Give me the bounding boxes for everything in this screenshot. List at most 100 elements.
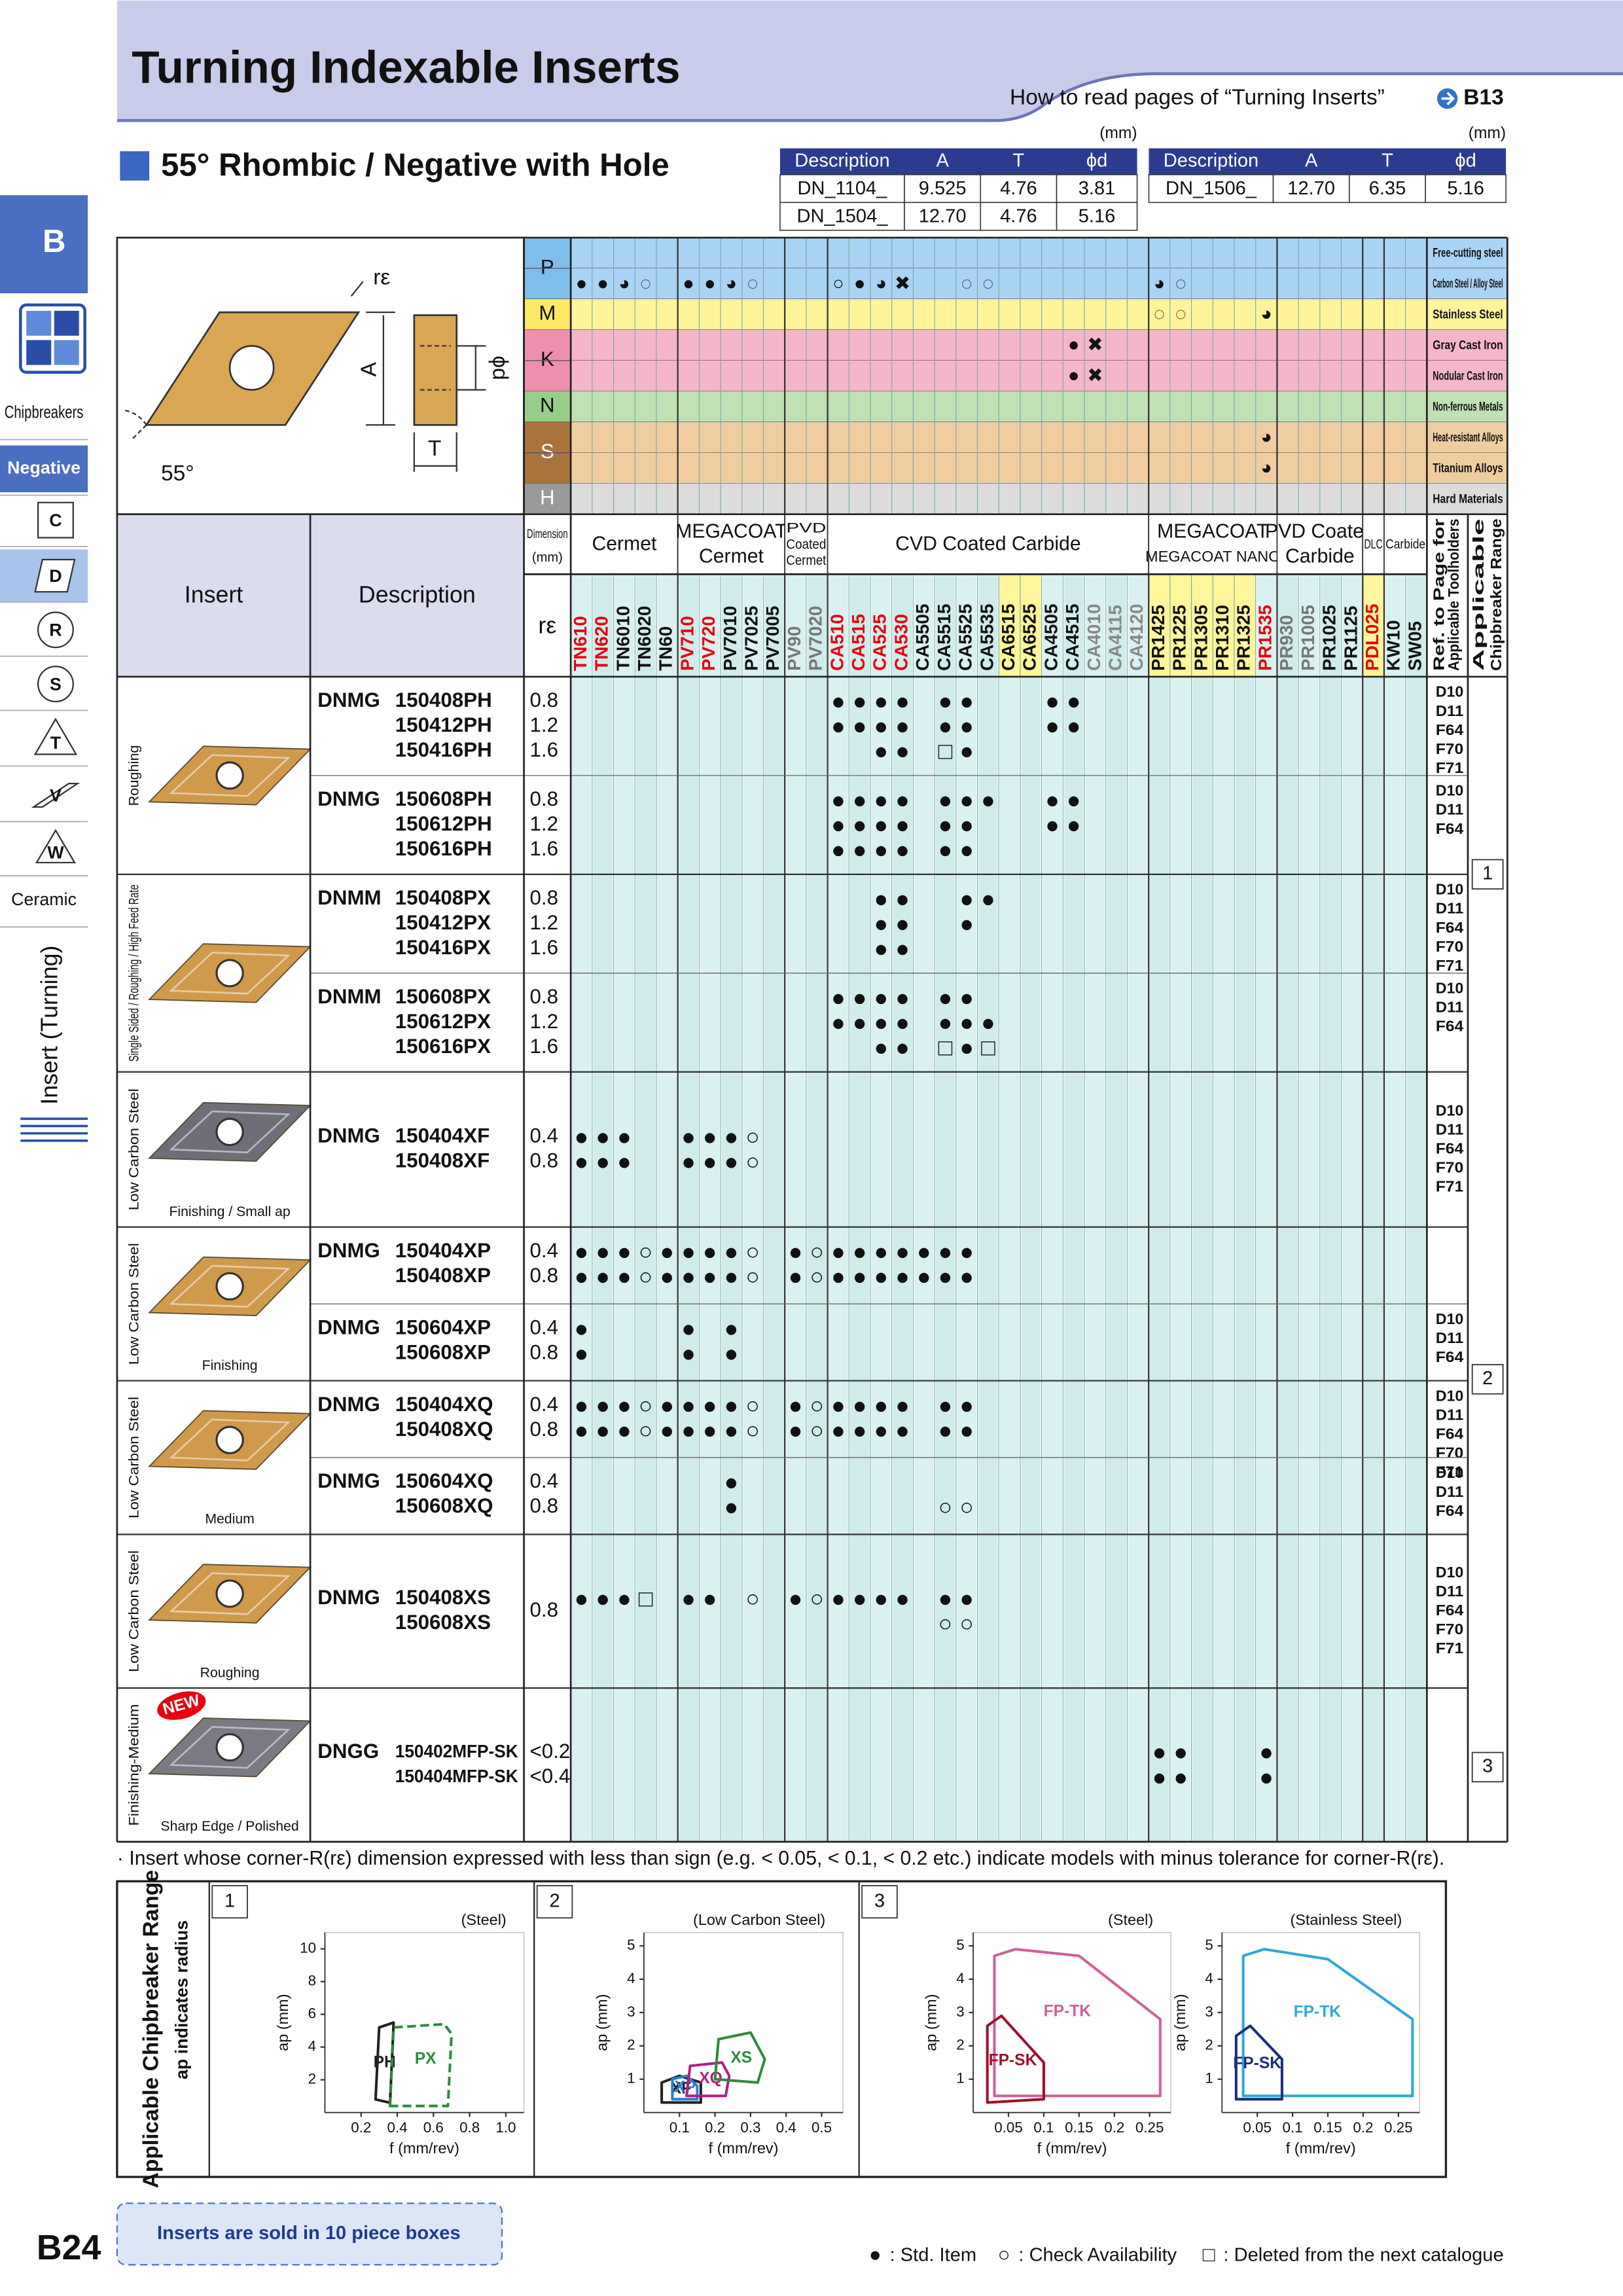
insert-face [169,754,291,797]
availability-mark: ● [1045,787,1060,814]
x-axis-label: f (mm/rev) [389,2140,459,2157]
diagram-label: 55° [161,461,194,486]
grade-column [914,514,934,1842]
header-label: rε [538,612,556,638]
availability-mark: ● [938,984,953,1011]
grade-name: CA4120 [1126,603,1147,671]
availability-mark: ● [959,1035,974,1061]
y-tick-label: 10 [300,1940,316,1956]
availability-mark: ● [874,837,889,863]
availability-mark: ● [575,1238,589,1265]
availability-mark: ● [831,1392,846,1418]
insert-face [169,1265,291,1308]
y-tick-label: 2 [308,2071,316,2087]
material-code: K [541,348,554,370]
availability-mark: ● [874,812,889,838]
sidebar-icon [34,558,76,593]
insert-prefix: DNMG [317,1124,380,1147]
availability-mark: ● [895,1392,910,1418]
material-name: Gray Cast Iron [1433,339,1503,353]
availability-mark: ○ [938,1610,953,1636]
availability-mark: ● [895,911,910,937]
availability-mark: ● [959,1009,974,1035]
availability-mark: ● [1045,713,1060,740]
grade-group-name: Cermet [699,546,764,567]
availability-mark: ● [853,984,867,1011]
availability-mark: ● [596,1417,610,1443]
availability-mark: ● [959,1238,974,1265]
availability-mark: ● [681,1316,696,1342]
availability-mark: ● [895,886,910,912]
toolholder-ref: F64 [1436,1348,1463,1365]
y-tick-label: 4 [1205,1970,1213,1986]
availability-mark: ● [874,1392,889,1418]
availability-mark: ● [895,984,910,1011]
availability-mark: ● [874,1035,889,1061]
insert-prefix: DNMG [317,787,380,810]
dimension-value: 12.70 [1287,178,1335,199]
availability-mark: ● [724,1124,739,1150]
grade-header-bg [1020,574,1042,677]
availability-mark: ● [959,689,974,715]
grade-group-name: MEGACOAT [675,521,787,543]
grade-name: PV710 [677,616,697,671]
x-axis-label: f (mm/rev) [709,2140,779,2157]
availability-mark: ● [874,1263,889,1289]
toolholder-ref: F71 [1436,957,1463,974]
header-label: Applicable [1470,518,1487,671]
grade-column [999,514,1020,1842]
y-tick-label: 1 [627,2070,635,2087]
insert-code: 150412PH [395,713,492,736]
toolholder-ref: F64 [1436,721,1463,738]
insert-code: 150408PX [395,886,491,909]
insert-face [169,952,291,995]
grade-column [1085,514,1105,1842]
x-tick-label: 1.0 [495,2119,516,2136]
availability-mark: ● [874,713,889,740]
grade-column [957,514,976,1842]
availability-mark: ● [874,984,889,1011]
grade-name: TN6010 [613,606,633,671]
reference-text: How to read pages of “Turning Inserts” [1010,85,1385,109]
availability-mark: ● [895,837,910,863]
availability-mark: ● [895,812,910,838]
insert-code: 150604XQ [395,1469,493,1492]
dimension-value: DN_1506_ [1166,178,1257,199]
reference-page: B13 [1463,85,1504,109]
suitability-mark: ◕ [1260,457,1272,478]
grade-column [978,514,998,1842]
availability-mark: ● [1045,689,1060,715]
availability-mark: ● [724,1417,739,1443]
availability-mark: ● [874,1585,889,1611]
insert-prefix: DNMM [317,886,381,909]
availability-mark: ● [789,1392,803,1418]
availability-mark: ● [681,1149,696,1175]
toolholder-ref: F71 [1436,1640,1463,1657]
availability-mark: ● [895,689,910,715]
dimension-value: 3.81 [1079,178,1116,199]
insert-code: 150404XF [395,1124,490,1147]
insert-code: 150402MFP-SK [395,1741,518,1761]
availability-mark: ● [874,936,889,962]
dimension-cell [779,174,905,204]
range-panel-subtitle: ap indicates radius [172,1920,192,2079]
toolholder-ref: D10 [1436,980,1463,997]
suitability-mark: ● [854,273,866,294]
availability-mark: ● [575,1340,589,1367]
suitability-mark: ● [576,273,588,294]
y-tick-label: 4 [627,1970,635,1986]
suitability-mark: ◌ [982,273,993,294]
chipbreaker-region [374,2021,395,2104]
diagram-label: rε [373,266,390,290]
grade-column [615,514,634,1842]
chart-number-box [211,1885,248,1919]
insert-code: 150608XQ [395,1494,493,1517]
dimension-cell [980,174,1058,204]
insert-code: 150408XP [395,1264,491,1287]
toolholder-ref: D10 [1436,1564,1463,1581]
sidebar-item: D [49,566,62,586]
availability-mark: ● [681,1392,696,1418]
availability-mark: ● [981,787,995,814]
corner-radius: 1.6 [530,837,559,860]
